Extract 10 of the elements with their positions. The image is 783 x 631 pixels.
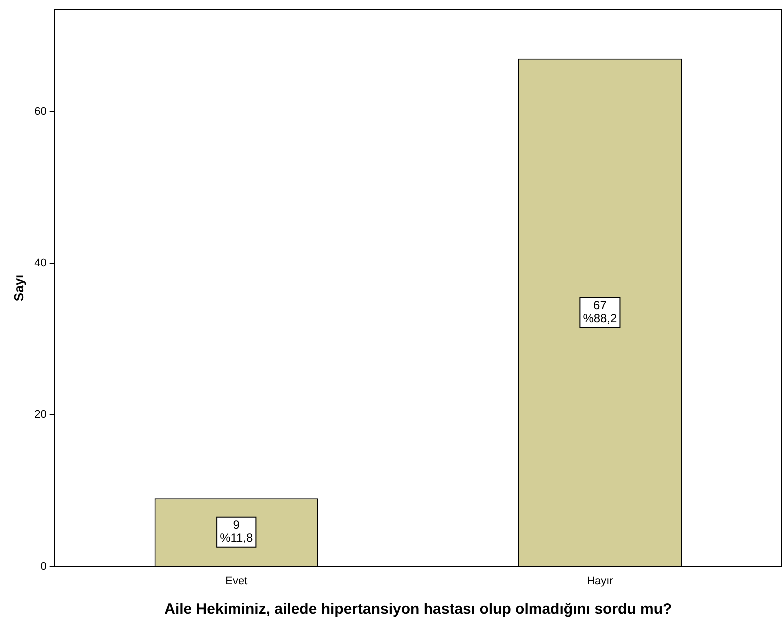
x-tick-label: Hayır — [587, 575, 614, 588]
y-tick-label: 40 — [34, 258, 47, 270]
x-tick-label: Evet — [226, 575, 248, 588]
data-label: 9 %11,8 — [220, 518, 254, 546]
y-axis-title: Sayı — [11, 274, 26, 302]
x-axis-title: Aile Hekiminiz, ailede hipertansiyon hastası olup olmadığını sordu mu? — [164, 601, 672, 618]
y-tick-label: 60 — [34, 106, 47, 118]
y-tick-label: 20 — [34, 409, 47, 422]
data-label: 67 %88,2 — [583, 298, 618, 326]
y-tick-label: 0 — [40, 560, 47, 573]
